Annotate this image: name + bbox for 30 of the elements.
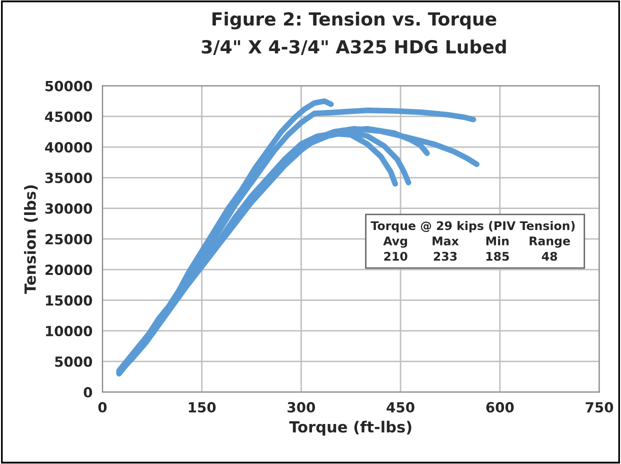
annotation: Torque @ 29 kips (PIV Tension) bbox=[370, 221, 575, 232]
y-tick-label: 15000 bbox=[46, 295, 92, 306]
y-tick-label: 20000 bbox=[46, 264, 92, 276]
x-tick-label: 750 bbox=[586, 402, 614, 413]
x-tick-label: 150 bbox=[188, 402, 216, 413]
y-tick-label: 0 bbox=[84, 387, 92, 398]
x-tick-label: 600 bbox=[486, 402, 514, 413]
x-tick-label: 300 bbox=[288, 402, 316, 413]
y-tick-label: 30000 bbox=[45, 203, 92, 214]
annotation: 48 bbox=[542, 252, 558, 261]
chart-subtitle: 3/4" X 4-3/4" A325 HDG Lubed bbox=[202, 40, 506, 56]
x-tick-label: 450 bbox=[386, 402, 414, 413]
annotation: Range bbox=[530, 236, 570, 248]
y-axis-title: Tension (lbs) bbox=[24, 185, 38, 294]
chart-title: Figure 2: Tension vs. Torque bbox=[212, 12, 496, 30]
y-tick-label: 40000 bbox=[45, 142, 92, 153]
y-tick-label: 25000 bbox=[46, 234, 92, 244]
y-tick-label: 50000 bbox=[45, 80, 92, 92]
x-axis-title: Torque (ft-lbs) bbox=[289, 420, 412, 436]
annotation: Max bbox=[432, 236, 459, 246]
y-tick-label: 10000 bbox=[46, 326, 92, 336]
y-tick-label: 5000 bbox=[55, 356, 92, 367]
annotation: 185 bbox=[486, 252, 509, 261]
x-tick-label: 0 bbox=[98, 402, 107, 413]
annotation: 233 bbox=[434, 252, 457, 261]
y-tick-label: 45000 bbox=[45, 111, 92, 122]
annotation: Avg bbox=[383, 236, 408, 248]
y-tick-label: 35000 bbox=[45, 172, 92, 184]
annotation: Min bbox=[486, 236, 509, 246]
annotation: 210 bbox=[384, 252, 408, 261]
